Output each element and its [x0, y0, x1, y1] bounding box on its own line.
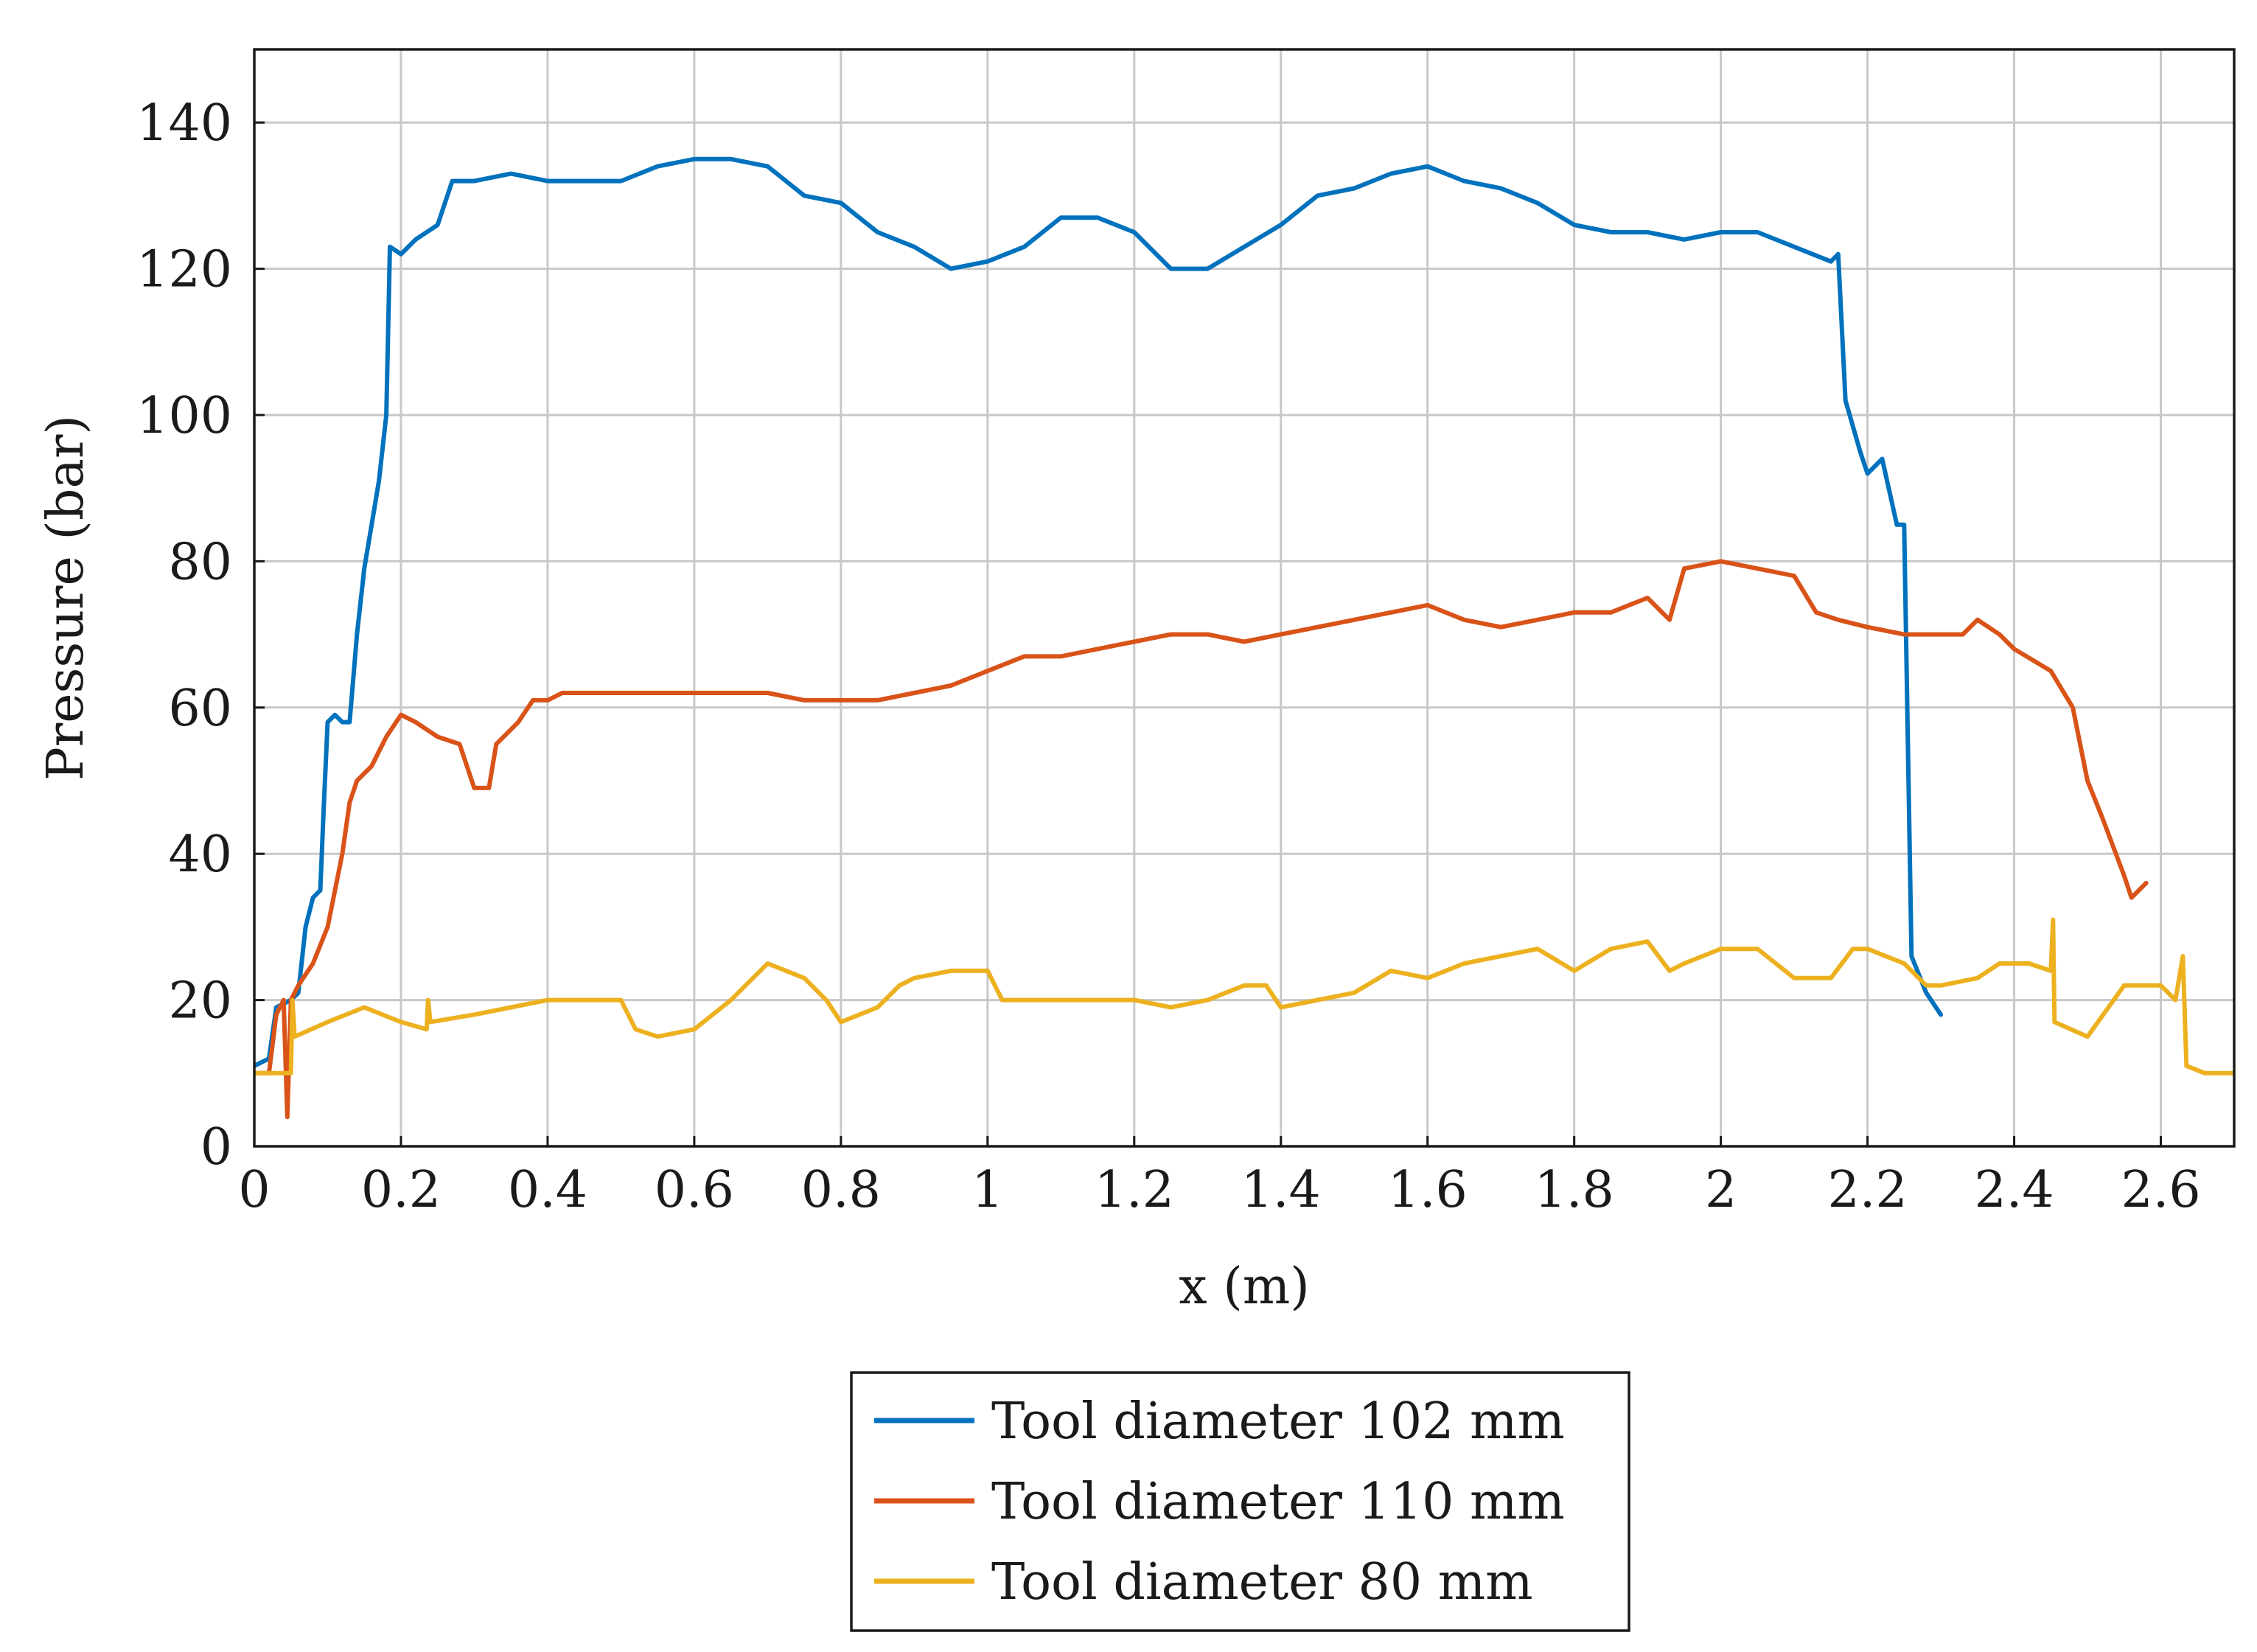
- y-tick-label: 100: [136, 387, 232, 445]
- x-tick-label: 1.8: [1535, 1161, 1614, 1219]
- x-tick-label: 2.2: [1828, 1161, 1908, 1219]
- legend: Tool diameter 102 mm Tool diameter 110 mm…: [850, 1371, 1630, 1632]
- x-tick-label: 2: [1705, 1161, 1737, 1219]
- y-tick-label: 20: [168, 972, 232, 1031]
- x-tick-label: 0.8: [801, 1161, 881, 1219]
- y-tick-label: 0: [200, 1118, 232, 1177]
- legend-label-1: Tool diameter 102 mm: [991, 1393, 1565, 1451]
- y-tick-label: 40: [168, 826, 232, 884]
- x-tick-label: 0.6: [655, 1161, 734, 1219]
- legend-box: [850, 1371, 1630, 1632]
- x-tick-label: 0.2: [361, 1161, 441, 1219]
- x-axis-label: x (m): [1179, 1258, 1310, 1316]
- x-tick-label: 1.4: [1241, 1161, 1321, 1219]
- legend-items: Tool diameter 102 mm Tool diameter 110 mm…: [874, 1393, 1565, 1611]
- series-layer: [254, 156, 2234, 1120]
- x-tick-label: 1.2: [1095, 1161, 1174, 1219]
- x-tick-label: 0: [238, 1161, 270, 1219]
- y-tick-label: 60: [168, 680, 232, 738]
- x-tick-label: 0.4: [508, 1161, 587, 1219]
- x-tick-label: 1.6: [1388, 1161, 1468, 1219]
- grid-layer: [253, 49, 2234, 1148]
- y-tick-label: 140: [136, 94, 232, 153]
- series-line-3: [254, 917, 2234, 1076]
- y-tick-label: 120: [136, 241, 232, 299]
- legend-label-2: Tool diameter 110 mm: [991, 1473, 1565, 1531]
- legend-label-3: Tool diameter 80 mm: [991, 1553, 1533, 1611]
- plot-frame: [253, 48, 2236, 1148]
- x-tick-label: 2.6: [2121, 1161, 2200, 1219]
- series-line-1: [254, 156, 1944, 1068]
- x-tick-label: 2.4: [1974, 1161, 2054, 1219]
- x-tick-label: 1: [971, 1161, 1003, 1219]
- y-axis-label: Pressure (bar): [37, 415, 95, 781]
- tick-label-layer: 0 0.2 0.4 0.6 0.8 1 1.2 1.4 1.6 1.8 2 2.2 2.4 2.6 0 20 4…: [136, 94, 2200, 1219]
- series-line-2: [254, 559, 2149, 1120]
- y-tick-label: 80: [168, 533, 232, 591]
